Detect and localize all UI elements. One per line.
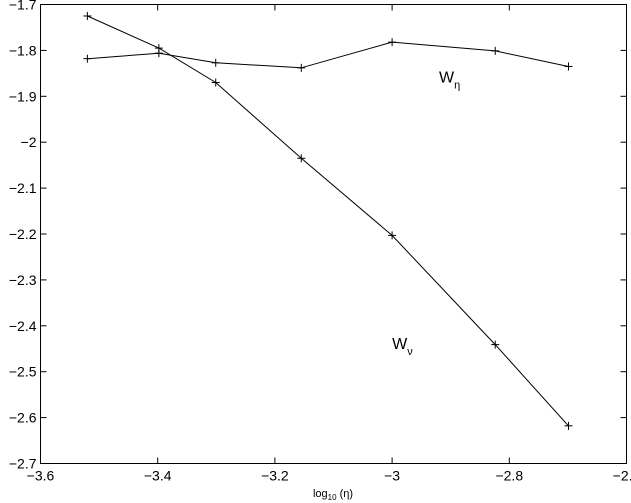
x-tick-label: −3	[384, 468, 400, 484]
x-tick-label: −3.4	[144, 468, 172, 484]
x-tick-label: −2.6	[613, 468, 631, 484]
axis-ticks: −3.6 −3.4 −3.2 −3 −2.8 −2.6 −1.7 −1.8 −1.9 −2 −2.1…	[9, 0, 631, 484]
y-tick-label: −2.4	[9, 318, 37, 334]
plot-frame	[40, 4, 627, 464]
annotation-base: W	[392, 336, 408, 353]
y-tick-label: −2.7	[9, 456, 37, 472]
annotation-subscript: η	[454, 80, 460, 92]
y-tick-label: −2.5	[9, 364, 37, 380]
x-tick-label: −3.2	[261, 468, 289, 484]
annotation-base: W	[439, 70, 455, 87]
y-tick-label: −2.1	[9, 180, 37, 196]
x-tick-label: −2.8	[495, 468, 523, 484]
y-tick-label: −1.7	[9, 0, 37, 13]
y-tick-label: −2.2	[9, 226, 37, 242]
series-line-2	[87, 41, 569, 69]
y-tick-label: −2.3	[9, 272, 37, 288]
annotation-subscript: ν	[407, 346, 413, 358]
y-tick-label: −1.9	[9, 88, 37, 104]
y-tick-label: −2	[21, 134, 37, 150]
data-series	[83, 11, 573, 430]
y-tick-label: −2.6	[9, 410, 37, 426]
series-annotation: Wν	[392, 336, 413, 358]
x-axis-label: log10 (η)	[313, 488, 353, 502]
y-tick-label: −1.8	[9, 42, 37, 58]
series-line-1	[87, 15, 569, 427]
x-tick-label: −3.6	[27, 468, 55, 484]
series-annotation: Wη	[439, 70, 460, 92]
